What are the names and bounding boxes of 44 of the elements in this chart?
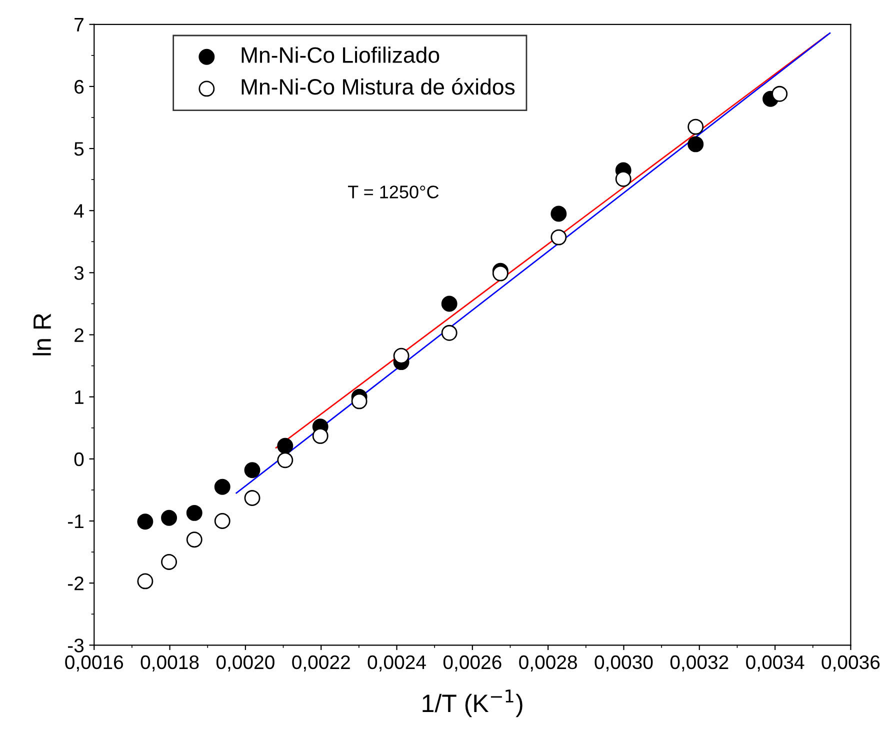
y-tick-label: 0 (74, 452, 84, 466)
y-tick-label: 4 (74, 204, 84, 218)
y-tick-label: 7 (74, 18, 84, 32)
point (550, 229, 567, 246)
annotation: T = 1250°C (348, 186, 439, 198)
point (393, 348, 410, 364)
x-tick-label: 0,0032 (670, 655, 728, 672)
y-tick-label: -3 (68, 638, 84, 652)
y-tick-label: 6 (74, 80, 84, 94)
point (688, 136, 704, 152)
x-tick-label: 0,0036 (822, 655, 880, 672)
point (615, 170, 632, 187)
y-tick-label: 5 (74, 142, 84, 156)
point (161, 510, 178, 526)
x-tick-label: 0,0030 (594, 655, 653, 672)
y-tick-label: -2 (68, 576, 84, 590)
x-tick-label: 0,0018 (140, 655, 199, 672)
point (277, 438, 294, 454)
point (441, 296, 458, 312)
x-tick-label: 0,0026 (443, 655, 502, 672)
y-tick-label: 1 (75, 390, 84, 404)
y-tick-label: 2 (74, 328, 84, 342)
point (351, 393, 368, 410)
x-tick-label: 0,0016 (65, 655, 124, 672)
point (441, 324, 458, 341)
point (550, 206, 567, 222)
legend-label: Mn-Ni-Co Mistura de óxidos (242, 78, 515, 95)
y-axis-title: ln R (32, 314, 51, 356)
y-tick-label: -1 (68, 514, 84, 528)
x-tick-label: 0,0024 (368, 655, 426, 672)
x-tick-label: 0,0020 (216, 655, 274, 672)
y-tick-label: 3 (74, 266, 84, 280)
point (214, 478, 230, 495)
x-tick-label: 0,0028 (519, 655, 577, 672)
point (186, 504, 202, 521)
point (772, 86, 788, 102)
legend-label: Mn-Ni-Co Liofilizado (242, 46, 440, 63)
x-tick-label: 0,0034 (746, 655, 804, 672)
x-tick-label: 0,0022 (292, 655, 350, 672)
point (312, 428, 328, 444)
point (244, 462, 260, 478)
point (137, 514, 154, 530)
x-axis-title: 1/T (K$^{−1}$) (422, 690, 522, 718)
point (688, 118, 704, 135)
